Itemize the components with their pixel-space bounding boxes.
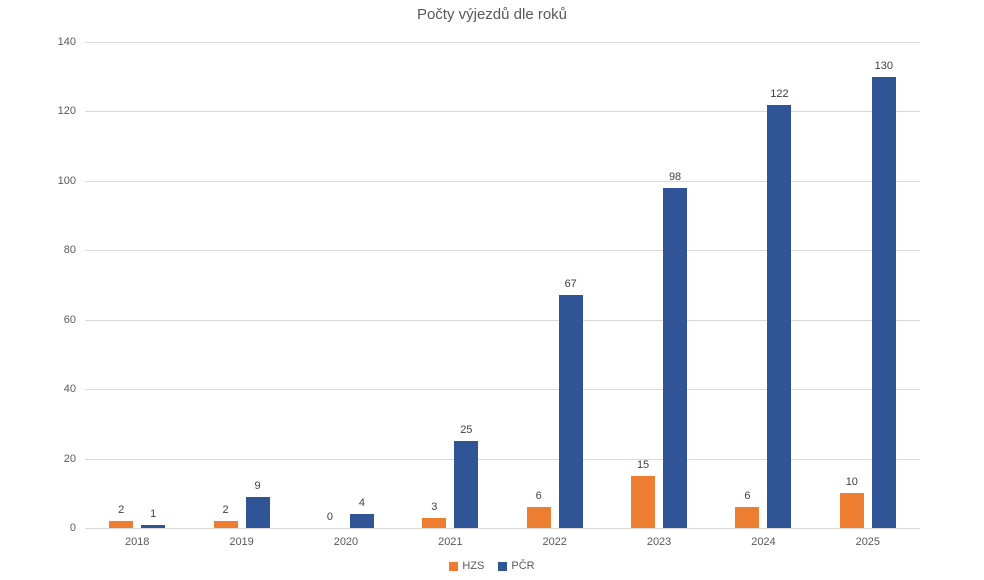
data-label-pčr-2018: 1 bbox=[150, 507, 157, 520]
legend-item-hzs: HZS bbox=[449, 560, 484, 572]
legend-swatch-icon bbox=[449, 561, 459, 571]
gridline bbox=[85, 42, 920, 43]
data-label-pčr-2024: 122 bbox=[770, 87, 789, 100]
gridline bbox=[85, 111, 920, 113]
bar-hzs-2024 bbox=[735, 507, 760, 528]
data-label-pčr-2021: 25 bbox=[460, 424, 473, 437]
data-label-hzs-2018: 2 bbox=[118, 504, 125, 517]
legend: HZS PČR bbox=[0, 560, 984, 572]
bar-pčr-2023 bbox=[663, 187, 688, 528]
data-label-hzs-2021: 3 bbox=[431, 500, 438, 513]
y-axis-tick-label: 0 bbox=[69, 522, 76, 534]
gridline bbox=[85, 458, 920, 460]
bar-hzs-2018 bbox=[109, 521, 134, 528]
bar-hzs-2021 bbox=[422, 517, 447, 528]
plot-area: 0 20 40 60 80 100 120 140 2018 2 1 2019 2 9 2020 0 4 2021… bbox=[58, 36, 920, 548]
bar-pčr-2021 bbox=[454, 441, 479, 528]
data-label-hzs-2025: 10 bbox=[845, 476, 858, 489]
y-axis-tick-label: 140 bbox=[57, 36, 76, 48]
data-label-pčr-2020: 4 bbox=[358, 497, 365, 510]
legend-item-pčr: PČR bbox=[498, 560, 535, 572]
chart-title: Počty výjezdů dle roků bbox=[416, 6, 568, 23]
bar-pčr-2018 bbox=[141, 524, 166, 528]
data-label-hzs-2020: 0 bbox=[326, 511, 333, 523]
gridline bbox=[85, 528, 920, 529]
y-axis-tick-label: 120 bbox=[57, 105, 76, 118]
data-label-pčr-2023: 98 bbox=[668, 170, 682, 183]
x-axis-tick-label: 2019 bbox=[229, 536, 254, 548]
legend-label: HZS bbox=[462, 560, 485, 572]
data-label-pčr-2022: 67 bbox=[564, 278, 577, 291]
bar-pčr-2019 bbox=[245, 496, 270, 528]
y-axis-tick-label: 80 bbox=[63, 244, 76, 257]
data-label-hzs-2022: 6 bbox=[535, 490, 542, 503]
data-label-pčr-2025: 130 bbox=[874, 59, 893, 72]
gridline bbox=[85, 389, 920, 391]
bar-hzs-2022 bbox=[526, 507, 551, 528]
y-axis-tick-label: 60 bbox=[63, 313, 76, 326]
legend-swatch-icon bbox=[498, 561, 508, 571]
data-label-hzs-2023: 15 bbox=[636, 458, 650, 471]
data-label-hzs-2019: 2 bbox=[222, 504, 229, 517]
y-axis-tick-label: 100 bbox=[57, 174, 76, 187]
bar-pčr-2024 bbox=[767, 104, 792, 528]
x-axis-tick-label: 2025 bbox=[855, 536, 881, 548]
bar-hzs-2023 bbox=[631, 475, 656, 528]
y-axis-tick-label: 40 bbox=[63, 383, 76, 396]
x-axis-tick-label: 2022 bbox=[542, 536, 567, 548]
bar-pčr-2022 bbox=[558, 295, 583, 528]
gridline bbox=[85, 180, 920, 182]
x-axis-tick-label: 2021 bbox=[438, 536, 463, 548]
legend-label: PČR bbox=[511, 560, 535, 572]
x-axis-tick-label: 2023 bbox=[646, 536, 672, 548]
bar-pčr-2025 bbox=[871, 76, 896, 528]
x-axis-tick-label: 2020 bbox=[333, 536, 359, 548]
data-label-pčr-2019: 9 bbox=[254, 479, 261, 492]
x-axis-tick-label: 2024 bbox=[751, 536, 776, 548]
gridline bbox=[85, 319, 920, 321]
y-axis-tick-label: 20 bbox=[63, 452, 76, 465]
gridline bbox=[85, 250, 920, 252]
x-axis-tick-label: 2018 bbox=[124, 536, 150, 548]
bar-hzs-2019 bbox=[213, 521, 238, 528]
bar-hzs-2025 bbox=[839, 493, 864, 528]
data-label-hzs-2024: 6 bbox=[744, 490, 751, 503]
bar-pčr-2020 bbox=[349, 514, 374, 528]
